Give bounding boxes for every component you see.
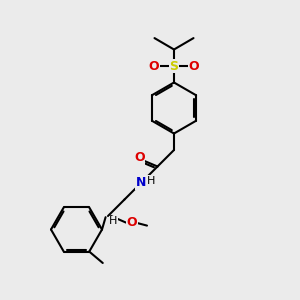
Text: N: N — [136, 176, 146, 190]
Text: O: O — [148, 59, 159, 73]
Text: S: S — [169, 59, 178, 73]
Text: H: H — [109, 216, 118, 226]
Text: O: O — [127, 216, 137, 229]
Text: O: O — [134, 151, 145, 164]
Text: H: H — [146, 176, 155, 186]
Text: O: O — [189, 59, 200, 73]
